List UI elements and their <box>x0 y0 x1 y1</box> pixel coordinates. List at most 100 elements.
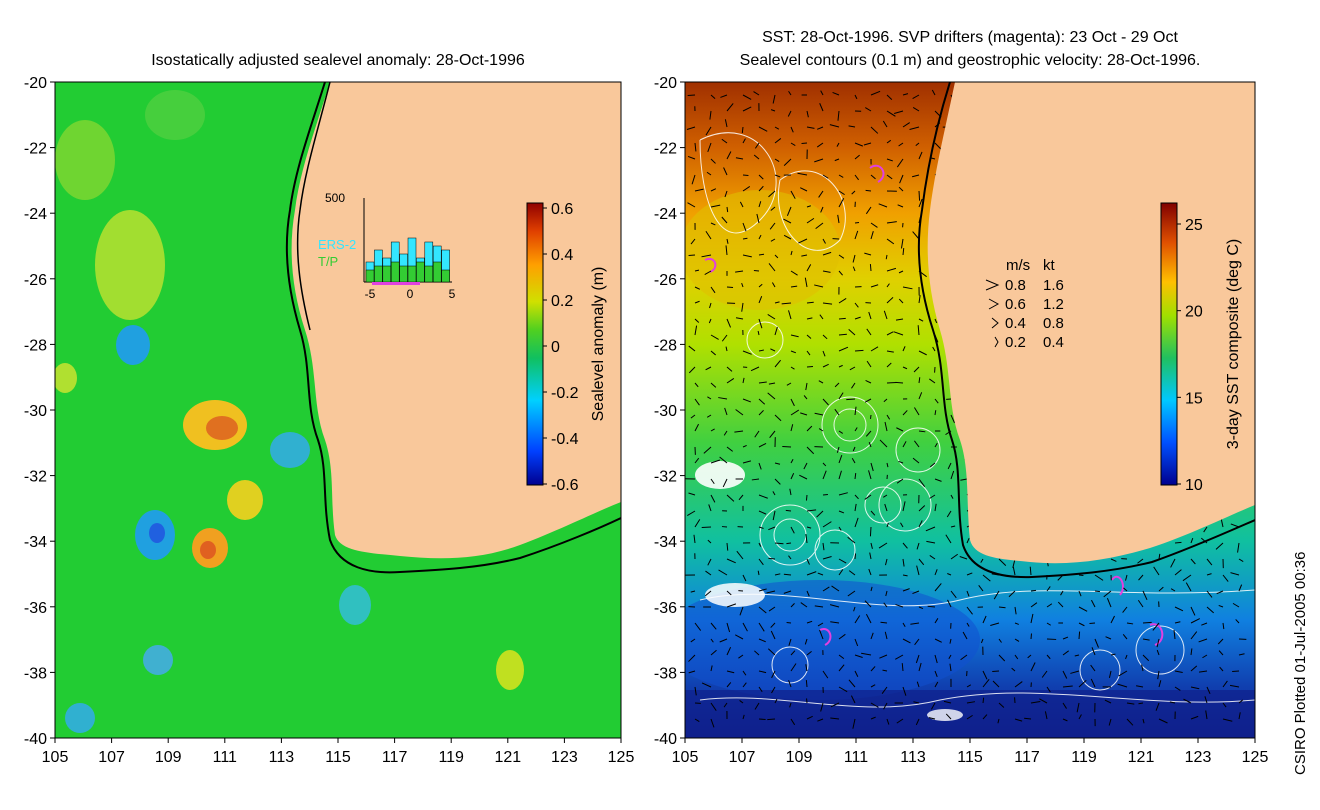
velocity-arrow <box>783 234 792 240</box>
velocity-arrow <box>768 190 776 198</box>
velocity-arrow <box>774 126 780 130</box>
velocity-arrow <box>884 503 888 512</box>
velocity-arrow <box>902 441 907 448</box>
y-tick-label: -40 <box>654 731 677 748</box>
colorbar-tick-label: 0 <box>551 339 560 356</box>
x-tick-label: 121 <box>494 749 521 766</box>
velocity-arrow <box>886 158 893 162</box>
velocity-arrow <box>998 558 1007 566</box>
velocity-arrow <box>1222 680 1228 688</box>
velocity-arrow <box>822 470 827 480</box>
velocity-arrow <box>1206 558 1213 566</box>
velocity-arrow <box>742 138 746 144</box>
velocity-arrow <box>694 622 702 631</box>
velocity-arrow <box>800 187 808 192</box>
velocity-arrow <box>864 398 872 403</box>
velocity-arrow <box>726 670 735 674</box>
velocity-arrow <box>1220 519 1224 528</box>
sst-colorbar-label: 3-day SST composite (deg C) <box>1225 239 1242 449</box>
velocity-arrow <box>934 654 938 664</box>
velocity-arrow <box>1110 558 1117 562</box>
velocity-arrow <box>758 185 764 192</box>
velocity-arrow <box>1152 622 1160 631</box>
x-tick-label: 105 <box>42 749 69 766</box>
x-tick-label: 111 <box>844 749 868 766</box>
velocity-arrow <box>1202 654 1208 659</box>
velocity-arrow <box>790 398 795 407</box>
velocity-arrow <box>806 110 809 118</box>
velocity-arrow <box>726 318 732 328</box>
velocity-arrow <box>848 570 856 576</box>
velocity-arrow <box>725 346 728 352</box>
velocity-arrow <box>947 599 952 608</box>
velocity-arrow <box>688 345 696 352</box>
velocity-arrow <box>819 629 824 640</box>
sla-high-anomaly <box>496 650 524 690</box>
velocity-arrow <box>902 542 908 549</box>
velocity-arrow <box>742 94 752 100</box>
velocity-arrow <box>816 510 824 518</box>
velocity-arrow <box>982 670 988 680</box>
velocity-arrow <box>687 510 696 516</box>
velocity-arrow <box>735 270 744 273</box>
velocity-arrow <box>694 188 704 192</box>
y-tick-label: -32 <box>654 469 677 486</box>
velocity-arrow <box>883 398 888 403</box>
velocity-arrow <box>1174 569 1182 576</box>
velocity-arrow <box>853 606 856 612</box>
velocity-arrow <box>926 540 936 544</box>
velocity-arrow <box>694 318 700 323</box>
velocity-arrow <box>724 190 728 198</box>
colorbar-tick-label: 10 <box>1185 477 1203 494</box>
velocity-arrow <box>902 122 910 128</box>
velocity-arrow <box>838 654 845 660</box>
left-shelf-contour <box>285 82 621 574</box>
velocity-arrow <box>982 615 987 624</box>
velocity-arrow <box>742 622 748 632</box>
sst-colorbar <box>1160 202 1178 486</box>
sla-low-anomaly <box>116 325 150 365</box>
velocity-arrow <box>1230 572 1240 576</box>
velocity-arrow <box>1078 631 1081 640</box>
velocity-arrow <box>754 650 760 656</box>
velocity-arrow <box>834 158 840 162</box>
velocity-arrow <box>771 670 776 679</box>
velocity-arrow <box>742 254 752 258</box>
velocity-arrow <box>838 174 844 178</box>
velocity-arrow <box>688 492 696 496</box>
velocity-arrow <box>706 171 712 176</box>
velocity-arrow <box>758 174 764 180</box>
velocity-arrow <box>918 478 926 487</box>
velocity-arrow <box>912 94 920 99</box>
velocity-arrow <box>966 622 970 627</box>
velocity-arrow <box>767 718 776 721</box>
velocity-arrow <box>902 588 910 592</box>
velocity-arrow <box>918 430 926 433</box>
velocity-arrow <box>854 553 857 560</box>
velocity-arrow <box>753 154 760 160</box>
velocity-arrow <box>758 295 763 304</box>
inset-x-tick-label: 5 <box>449 287 456 301</box>
velocity-arrow <box>1216 590 1224 595</box>
inset-bar-tp <box>399 265 408 283</box>
velocity-arrow <box>772 510 776 521</box>
sla-low-anomaly <box>270 432 310 468</box>
inset-bar-tp <box>424 265 434 283</box>
inset-y-max-label: 500 <box>325 191 345 205</box>
velocity-arrow <box>1008 590 1016 598</box>
velocity-arrow <box>768 557 776 560</box>
velocity-arrow <box>742 460 752 464</box>
sla-high-anomaly <box>55 120 115 200</box>
velocity-arrow <box>805 382 808 391</box>
velocity-arrow <box>918 318 924 322</box>
velocity-arrow <box>1108 718 1112 726</box>
x-tick-label: 121 <box>1128 749 1155 766</box>
velocity-arrow <box>870 126 879 134</box>
velocity-arrow <box>806 334 812 339</box>
velocity-arrow <box>790 250 793 256</box>
colorbar-tick-label: 0.6 <box>551 201 573 218</box>
velocity-arrow <box>739 606 744 616</box>
x-tick-label: 113 <box>900 749 926 766</box>
velocity-arrow <box>758 234 762 240</box>
velocity-arrow <box>690 590 696 593</box>
